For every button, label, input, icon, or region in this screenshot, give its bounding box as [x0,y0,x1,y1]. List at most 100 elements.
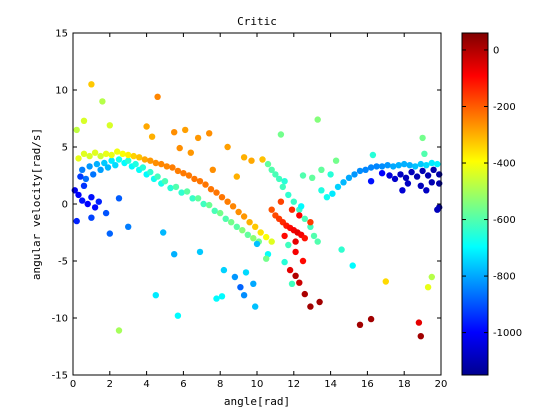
data-point [79,166,86,173]
data-point [235,208,242,216]
data-point [139,164,147,171]
data-point [285,191,292,199]
x-tick-label: 14 [324,379,337,390]
data-point [384,162,391,169]
data-point [176,144,183,152]
data-point [301,290,308,298]
colorbar-tick-label: -400 [493,159,516,170]
data-point [399,187,406,194]
data-point [329,190,336,197]
data-point [314,116,321,123]
data-point [434,160,441,168]
colorbar [461,32,489,376]
data-point [196,248,204,256]
data-point [296,279,303,286]
data-point [125,157,132,164]
data-point [73,217,80,225]
data-point [310,232,318,240]
y-tick-label: 10 [55,86,68,97]
data-point [91,204,99,211]
data-point [224,198,231,205]
data-point [218,293,226,300]
x-tick-label: 4 [143,379,149,390]
data-point [338,246,345,253]
data-point [84,200,91,208]
data-point [222,215,229,222]
data-point [180,170,187,177]
data-point [108,157,115,164]
data-point [250,280,257,287]
data-point [97,166,104,173]
data-point [281,178,288,185]
data-point [240,154,248,161]
data-point [209,166,216,173]
data-point [318,166,325,173]
data-point [367,164,375,171]
data-point [217,209,224,217]
data-point [397,171,404,178]
data-point [299,257,307,265]
colorbar-tick-label: 0 [493,45,499,56]
data-point [334,183,342,191]
data-point [239,227,246,234]
data-point [158,160,165,168]
data-point [240,213,248,220]
x-tick-label: 12 [287,379,300,390]
data-point [213,189,220,196]
data-point [285,241,292,249]
data-point [277,131,285,138]
data-point [288,280,296,287]
data-point [301,215,308,222]
data-point [419,167,426,175]
data-point [332,157,340,164]
data-point [408,168,415,176]
data-point [115,327,123,334]
data-point [272,171,279,178]
data-point [281,232,288,240]
data-point [424,172,432,179]
data-point [194,195,202,202]
data-point [412,163,419,170]
x-axis: 0 2 4 6 8 10 12 14 16 18 20 [70,33,447,390]
data-point [206,201,213,209]
data-point [428,273,435,281]
data-point [80,182,88,189]
scatter-points [71,81,443,340]
data-point [252,303,259,310]
data-point [231,273,239,281]
data-point [90,171,97,178]
data-point [207,186,215,193]
data-point [147,157,154,164]
data-point [174,167,182,175]
data-point [220,266,228,274]
data-point [253,240,261,248]
data-point [77,173,84,180]
data-point [421,150,428,157]
data-point [172,183,180,191]
data-point [202,181,209,188]
data-point [125,223,132,230]
data-point [327,171,334,178]
data-point [174,312,182,319]
data-point [419,134,426,142]
data-point [154,173,161,180]
data-point [378,163,386,170]
data-point [233,173,240,180]
data-point [340,179,347,186]
x-tick-label: 6 [180,379,186,390]
data-point [171,129,178,136]
data-point [75,155,82,162]
data-point [434,206,441,213]
x-axis-label: angle[rad] [224,395,290,408]
data-point [130,152,137,160]
data-point [125,151,132,159]
data-point [296,212,303,219]
data-point [423,162,430,169]
data-point [93,160,101,168]
data-point [417,160,424,168]
colorbar-tick-label: -1000 [493,328,522,339]
data-point [80,117,88,125]
data-point [263,233,270,241]
data-point [102,209,110,217]
